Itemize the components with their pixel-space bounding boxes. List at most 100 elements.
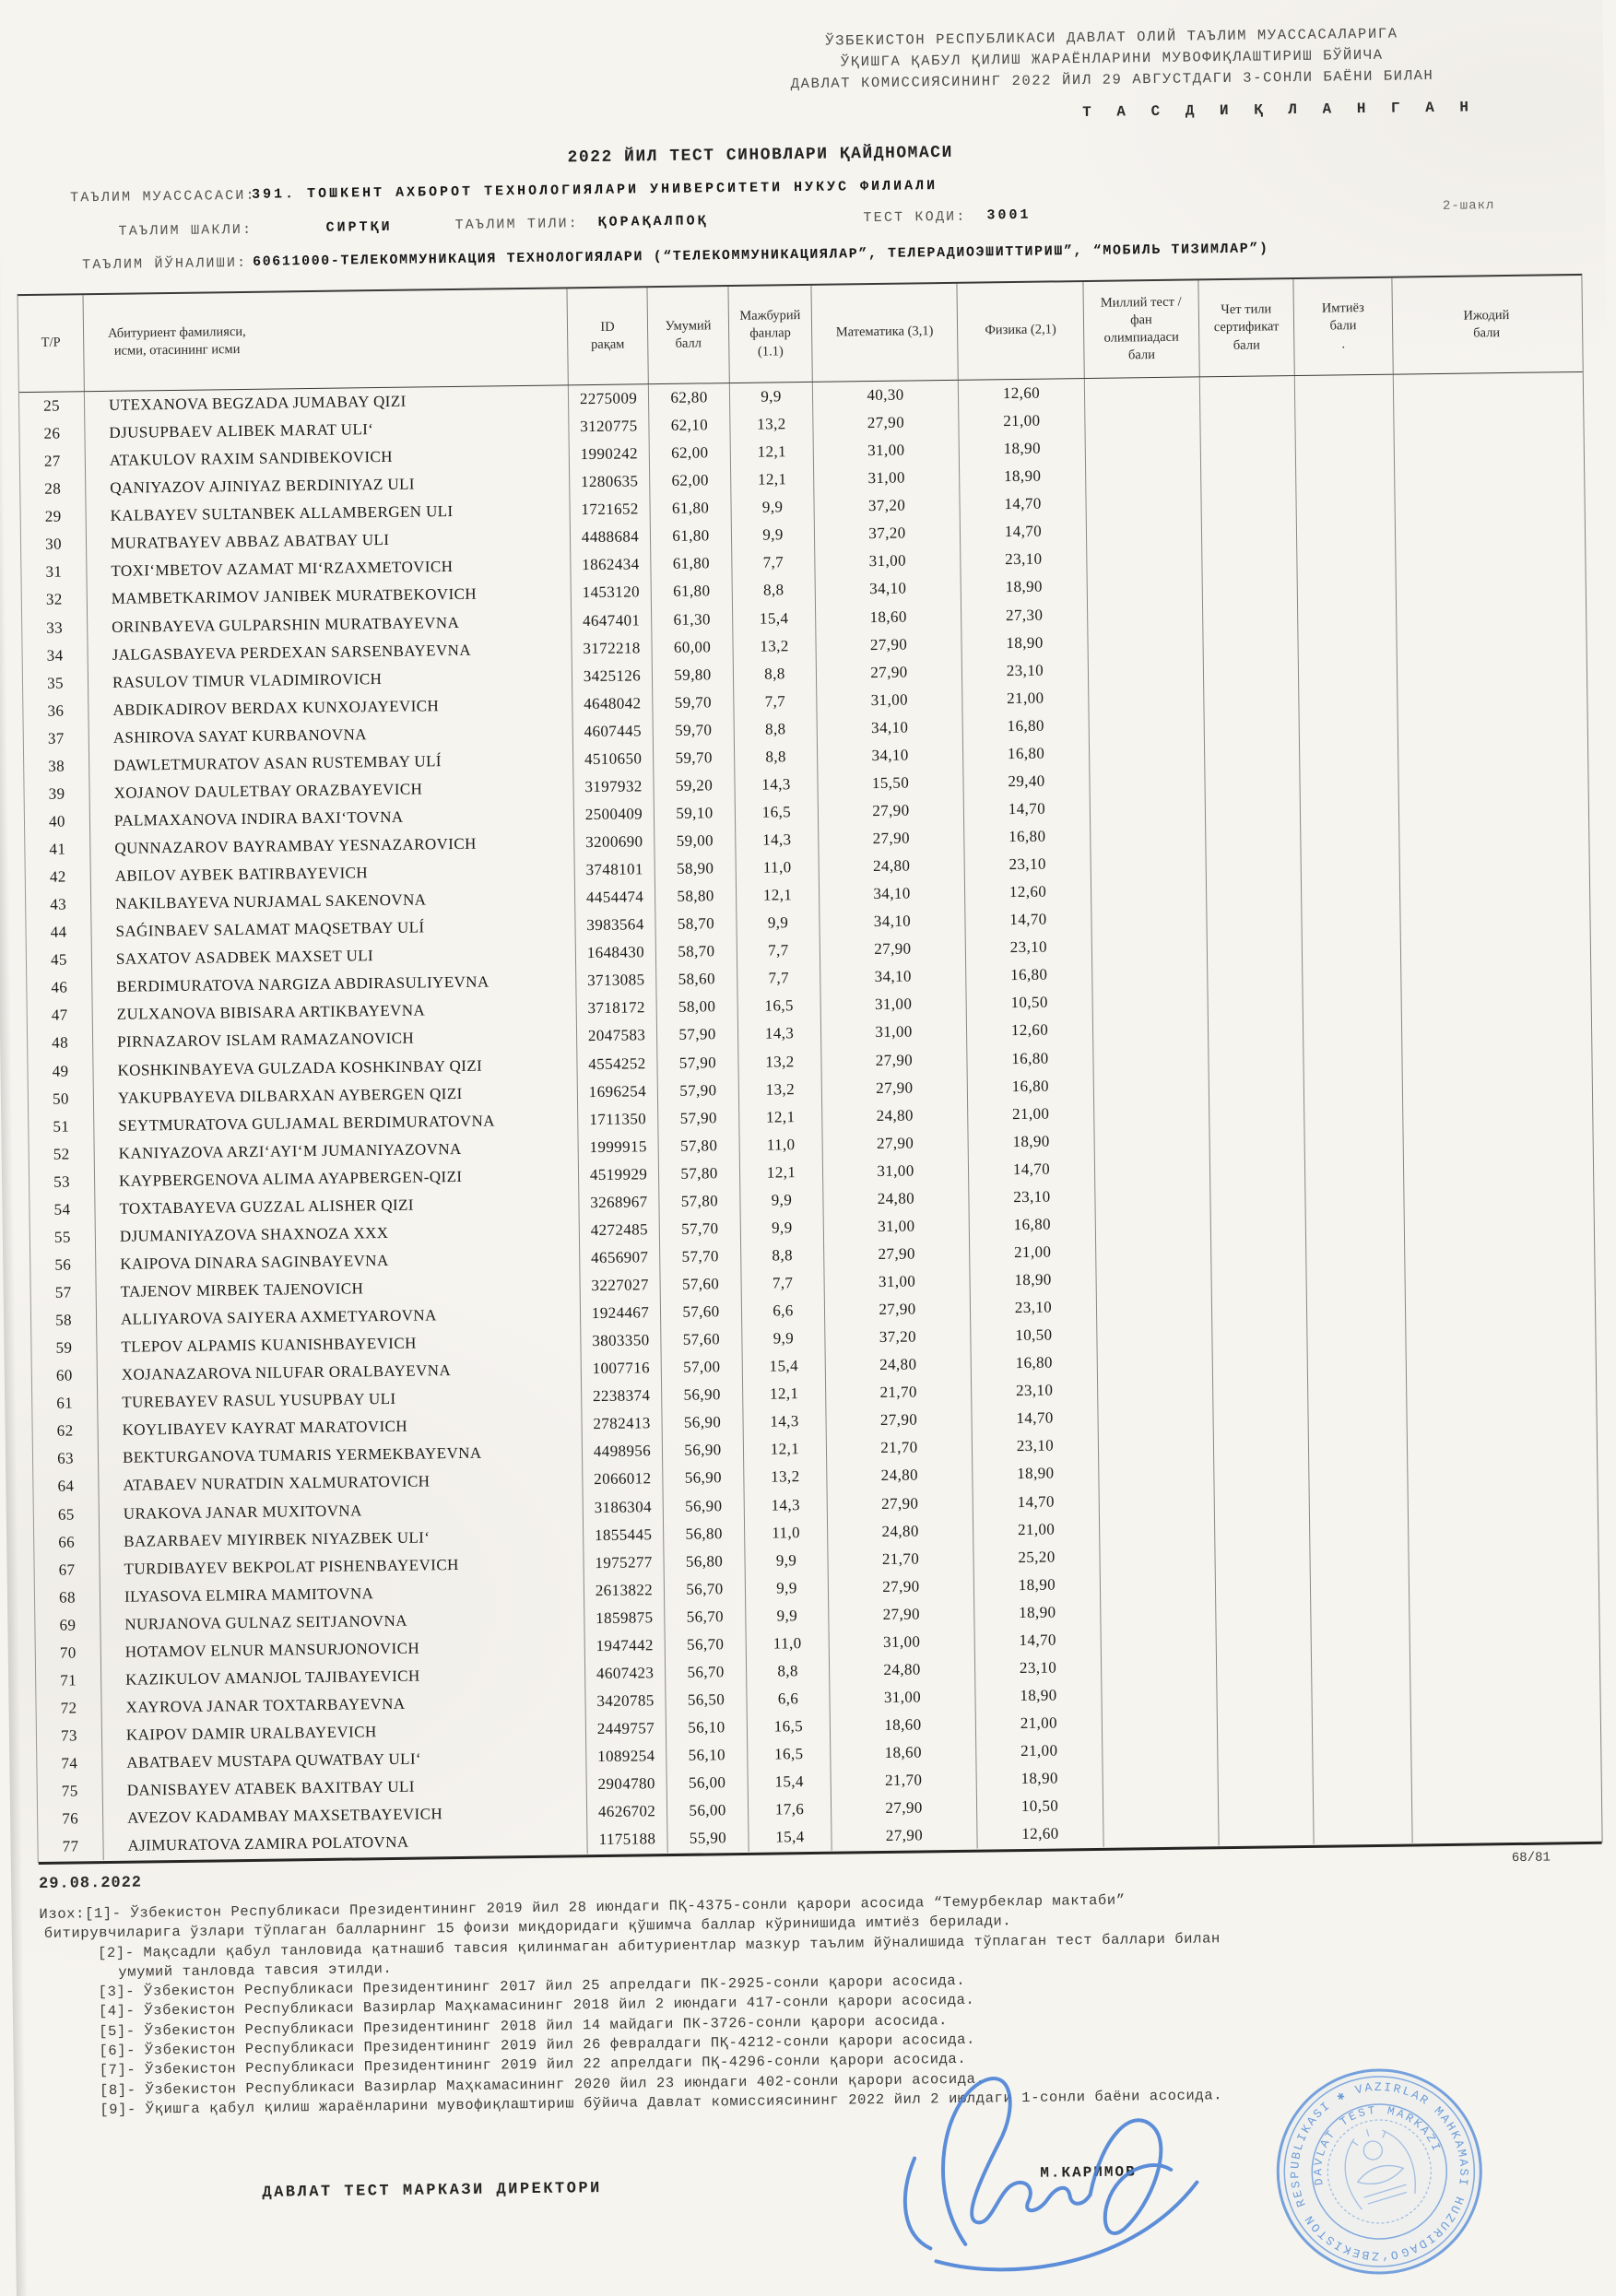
cell-no: 61 [56,1394,74,1412]
cell-national_test [1095,1264,1211,1293]
cell-mandatory: 11,0 [745,1629,829,1658]
results-table: Т/Р Абитуриент фамилияси, исми, отасинин… [17,273,1603,1866]
cell-id: 2782413 [581,1409,662,1439]
cell-id: 4648042 [572,689,653,719]
test-code-label: ТЕСТ КОДИ: [863,208,967,227]
cell-language_cert [1203,736,1300,766]
cell-privilege [1301,928,1401,959]
cell-no: 47 [51,1006,68,1025]
cell-national_test [1088,737,1205,767]
cell-privilege [1298,707,1398,736]
cell-mandatory: 11,0 [735,853,819,883]
cell-privilege [1302,956,1401,986]
cell-creative [1403,1203,1592,1234]
cell-privilege [1305,1289,1406,1319]
cell-mandatory: 15,4 [741,1351,825,1382]
cell-mandatory: 13,2 [729,409,813,440]
cell-creative [1404,1258,1593,1289]
cell-math: 37,20 [824,1322,971,1352]
cell-total: 57,70 [658,1214,741,1244]
cell-id: 4498956 [581,1437,663,1466]
cell-creative [1396,649,1586,680]
cell-math: 31,00 [829,1682,975,1713]
cell-no: 45 [50,950,67,970]
cell-math: 34,10 [816,740,963,771]
cell-language_cert [1201,542,1297,571]
cell-language_cert [1202,625,1298,654]
cell-math: 37,20 [813,519,961,549]
cell-id: 2613822 [583,1575,665,1605]
cell-math: 24,80 [822,1183,969,1214]
cell-mandatory: 14,3 [742,1407,826,1437]
cell-mandatory: 6,6 [740,1296,825,1326]
cell-total: 58,70 [655,910,737,939]
cell-privilege [1301,901,1400,931]
cell-total: 56,70 [663,1574,746,1604]
cell-mandatory: 7,7 [736,936,820,966]
cell-creative [1398,815,1587,846]
cell-national_test [1093,1153,1210,1183]
cell-mandatory: 12,1 [730,465,814,495]
cell-creative [1395,594,1585,625]
cell-physics: 27,30 [960,600,1088,630]
cell-math: 27,90 [823,1239,970,1269]
cell-no: 25 [43,396,61,415]
cell-physics: 14,70 [971,1404,1098,1434]
cell-no: 27 [43,452,61,470]
cell-id: 3197932 [572,772,654,802]
cell-no: 66 [58,1533,76,1551]
cell-id: 1859875 [584,1603,665,1633]
cell-creative [1402,1092,1591,1124]
cell-physics: 16,80 [968,1209,1095,1240]
cell-national_test [1100,1624,1216,1654]
cell-national_test [1094,1236,1211,1266]
cell-national_test [1088,710,1204,739]
cell-privilege [1309,1566,1410,1595]
cell-mandatory: 16,5 [734,797,819,828]
cell-math: 27,90 [826,1489,973,1519]
cell-physics: 18,90 [961,628,1088,658]
cell-id: 4647401 [570,606,652,635]
cell-id: 1089254 [585,1742,666,1772]
cell-id: 1721652 [569,495,650,524]
cell-total: 59,00 [654,827,736,856]
cell-national_test [1084,405,1200,435]
cell-creative [1401,1037,1590,1068]
cell-creative [1397,704,1586,736]
cell-language_cert [1209,1124,1304,1154]
cell-national_test [1084,460,1201,490]
cell-creative [1399,899,1588,929]
cell-total: 58,80 [654,882,737,912]
cell-math: 34,10 [814,574,961,605]
cell-math: 31,00 [820,990,966,1020]
cell-no: 39 [48,784,65,803]
cell-physics: 25,20 [973,1542,1100,1572]
cell-total: 57,80 [657,1159,740,1188]
cell-id: 3420785 [584,1687,666,1716]
cell-language_cert [1215,1595,1311,1625]
official-round-stamp: O‘ZBEKISTON RESPUBLIKASI ✱ VAZIRLAR MAHK… [1260,2061,1493,2279]
cell-language_cert [1201,597,1298,627]
cell-privilege [1299,790,1399,819]
cell-total: 56,70 [664,1602,746,1631]
cell-total: 57,80 [658,1186,740,1217]
cell-no: 57 [54,1283,72,1301]
cell-privilege [1311,1704,1411,1734]
cell-physics: 18,90 [975,1764,1103,1794]
header-privilege: Имтиёз бали . [1292,277,1393,376]
cell-physics: 21,00 [974,1708,1103,1738]
cell-national_test [1094,1181,1210,1210]
cell-no: 38 [48,757,65,775]
cell-id: 2904780 [585,1770,666,1799]
cell-total: 56,90 [662,1464,744,1493]
cell-creative [1397,677,1586,708]
cell-math: 27,90 [819,935,966,965]
cell-language_cert [1207,958,1303,987]
cell-total: 62,00 [648,439,731,468]
cell-national_test [1083,377,1200,407]
cell-total: 56,70 [664,1630,746,1659]
cell-id: 3718172 [575,994,656,1023]
cell-total: 62,00 [649,466,731,496]
cell-math: 24,80 [826,1461,973,1491]
